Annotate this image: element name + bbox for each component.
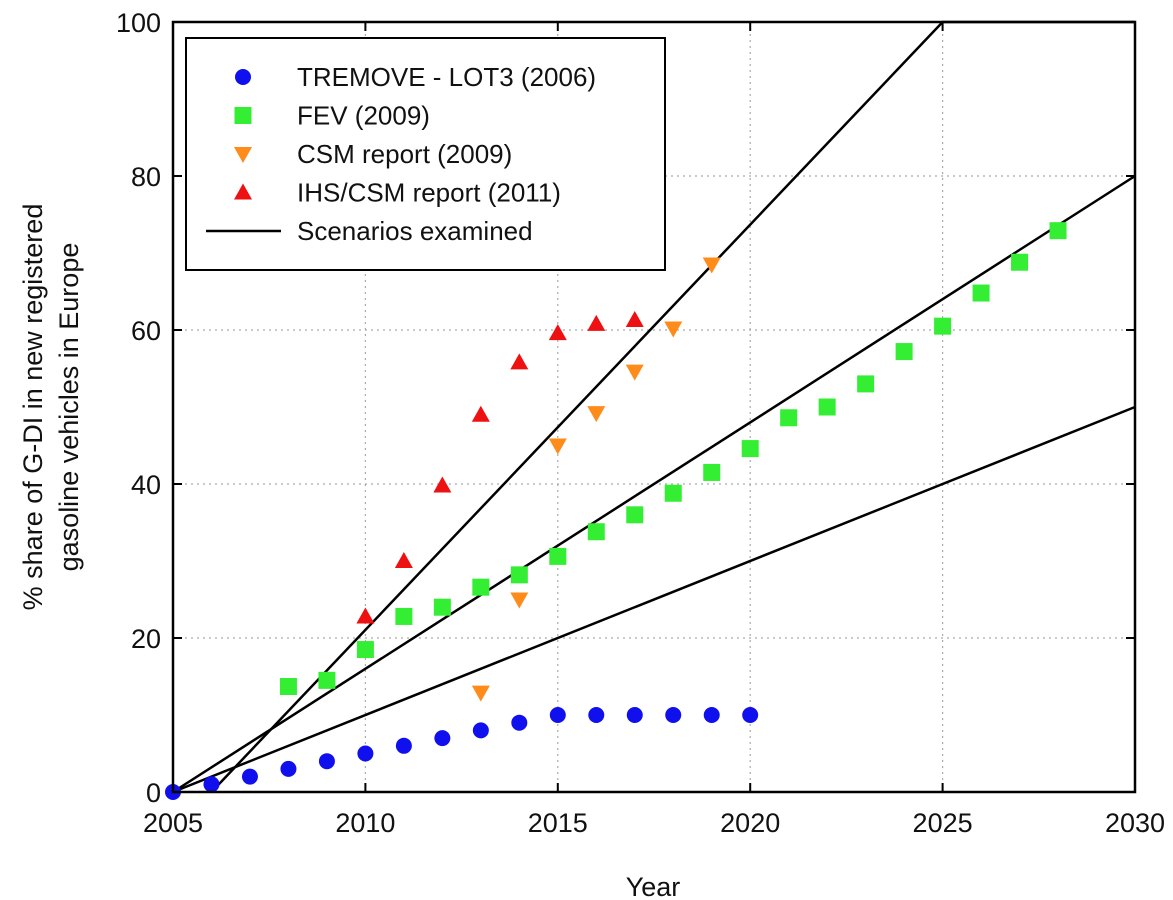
- data-point: [1011, 253, 1029, 271]
- y-tick-label: 40: [131, 470, 161, 500]
- data-point: [626, 707, 643, 723]
- data-point: [471, 405, 490, 422]
- legend-label: CSM report (2009): [297, 139, 512, 169]
- data-point: [625, 364, 644, 381]
- x-tick-label: 2025: [913, 808, 973, 838]
- data-point: [356, 607, 375, 624]
- data-point: [357, 745, 374, 762]
- data-point: [203, 776, 220, 793]
- y-tick-label: 80: [131, 162, 161, 192]
- y-tick-label: 100: [116, 8, 161, 38]
- data-point: [510, 353, 529, 370]
- data-point: [433, 476, 452, 493]
- data-point: [318, 753, 335, 770]
- axis-ticks: [172, 21, 1136, 793]
- data-point: [587, 406, 606, 423]
- data-point: [395, 607, 413, 625]
- data-point: [433, 598, 451, 616]
- x-tick-label: 2020: [720, 808, 780, 838]
- y-tick-label: 60: [131, 316, 161, 346]
- data-point: [665, 707, 682, 723]
- series-2: [471, 257, 721, 702]
- legend-label: Scenarios examined: [297, 216, 533, 246]
- x-tick-label: 2005: [143, 808, 203, 838]
- tick-labels: 2005 2010 2015 2020 2025 2030 0 20 40 60 80 100: [116, 8, 1165, 838]
- data-point: [664, 484, 682, 502]
- data-point: [549, 547, 567, 565]
- series-1: [279, 222, 1067, 696]
- legend-marker: [234, 183, 252, 200]
- x-tick-label: 2015: [528, 808, 588, 838]
- data-point: [472, 578, 490, 596]
- legend-label: IHS/CSM report (2011): [297, 178, 561, 208]
- legend-items: TREMOVE - LOT3 (2006) FEV (2009) CSM repor…: [206, 62, 596, 246]
- data-point: [626, 506, 644, 524]
- data-point: [702, 257, 721, 274]
- data-point: [588, 707, 605, 723]
- data-point: [510, 566, 528, 584]
- data-point: [587, 523, 605, 541]
- series-3: [356, 310, 644, 624]
- y-tick-label: 20: [131, 624, 161, 654]
- data-point: [742, 707, 759, 723]
- data-point: [625, 310, 644, 327]
- data-point: [703, 463, 721, 481]
- x-tick-label: 2030: [1105, 808, 1165, 838]
- legend-label: TREMOVE - LOT3 (2006): [297, 62, 596, 92]
- data-point: [1049, 222, 1067, 240]
- data-point: [934, 317, 952, 335]
- data-point: [434, 730, 451, 747]
- series-0: [165, 707, 759, 800]
- data-point: [857, 375, 875, 393]
- data-point: [818, 398, 836, 416]
- legend-marker: [234, 147, 252, 163]
- scenario-line-3: [172, 405, 1136, 794]
- scenario-line-2: [172, 174, 1136, 794]
- y-tick-label: 0: [146, 778, 161, 808]
- legend-label: FEV (2009): [297, 101, 430, 131]
- data-point: [472, 722, 489, 739]
- data-point: [972, 284, 990, 302]
- data-point: [279, 678, 297, 696]
- data-point: [548, 324, 567, 341]
- data-point: [241, 768, 258, 785]
- data-point: [587, 314, 606, 331]
- y-axis-title-line-1: % share of G-DI in new registered: [18, 204, 48, 611]
- data-point: [356, 641, 374, 659]
- data-point: [780, 409, 798, 427]
- data-point: [703, 707, 720, 723]
- x-axis-title: Year: [626, 872, 681, 900]
- data-point: [741, 440, 759, 458]
- data-point: [664, 321, 683, 338]
- data-point: [280, 760, 297, 777]
- data-markers: [165, 222, 1067, 800]
- data-point: [895, 343, 913, 361]
- data-point: [548, 438, 567, 455]
- data-point: [395, 737, 412, 754]
- data-point: [511, 714, 528, 731]
- legend-marker: [235, 69, 251, 85]
- data-point: [471, 685, 490, 702]
- data-point: [510, 592, 529, 609]
- data-point: [549, 707, 566, 723]
- legend: TREMOVE - LOT3 (2006) FEV (2009) CSM repor…: [185, 37, 666, 271]
- x-tick-label: 2010: [335, 808, 395, 838]
- y-axis-title-line-2: gasoline vehicles in Europe: [54, 243, 84, 572]
- legend-marker: [234, 107, 252, 124]
- plot-frame: [171, 20, 1137, 794]
- data-point: [394, 552, 413, 568]
- data-point: [318, 671, 336, 689]
